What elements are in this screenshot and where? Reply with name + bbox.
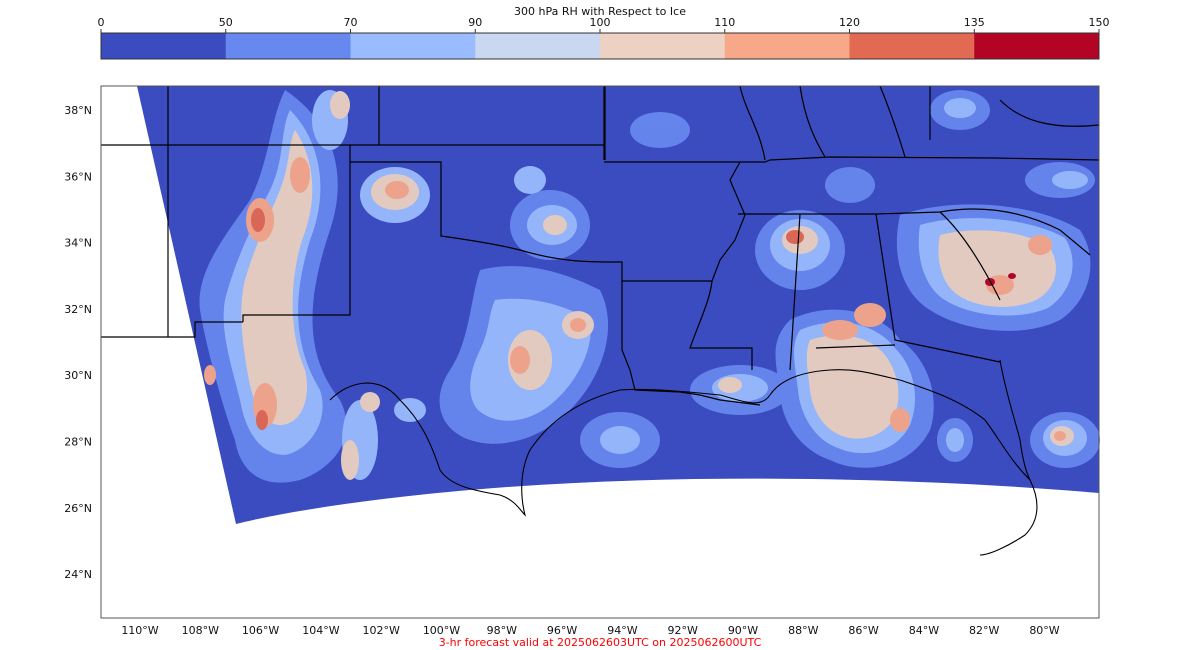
- longitude-label: 82°W: [969, 624, 999, 637]
- longitude-label: 94°W: [607, 624, 637, 637]
- longitude-label: 104°W: [302, 624, 339, 637]
- longitude-label: 88°W: [788, 624, 818, 637]
- colorbar-title: 300 hPa RH with Respect to Ice: [514, 5, 686, 18]
- longitude-label: 86°W: [848, 624, 878, 637]
- state-borders: [101, 85, 1100, 406]
- colorbar-tick-label: 135: [964, 16, 985, 29]
- longitude-label: 100°W: [423, 624, 460, 637]
- longitude-label: 102°W: [363, 624, 400, 637]
- colorbar-tick-label: 0: [98, 16, 105, 29]
- longitude-labels: 110°W 108°W 106°W 104°W 102°W 100°W 98°W 96°W 94…: [121, 624, 1059, 637]
- longitude-label: 96°W: [547, 624, 577, 637]
- latitude-label: 34°N: [64, 237, 92, 250]
- forecast-footer: 3-hr forecast valid at 2025062603UTC on …: [438, 636, 762, 649]
- latitude-label: 38°N: [64, 104, 92, 117]
- colorbar-tick-label: 150: [1089, 16, 1110, 29]
- latitude-label: 30°N: [64, 369, 92, 382]
- colorbar-tick-label: 110: [714, 16, 735, 29]
- coastline: [329, 359, 1038, 556]
- colorbar-tick-label: 70: [344, 16, 358, 29]
- latitude-labels: 38°N 36°N 34°N 32°N 30°N 28°N 26°N 24°N: [64, 104, 92, 581]
- latitude-label: 28°N: [64, 436, 92, 449]
- longitude-label: 108°W: [182, 624, 219, 637]
- longitude-label: 90°W: [728, 624, 758, 637]
- colorbar-tick-label: 50: [219, 16, 233, 29]
- latitude-label: 36°N: [64, 170, 92, 183]
- latitude-label: 26°N: [64, 502, 92, 515]
- rh-contours: [199, 90, 1100, 483]
- colorbar-tick-label: 100: [590, 16, 611, 29]
- colorbar-swatch: [849, 33, 975, 59]
- colorbar-tick-label: 120: [839, 16, 860, 29]
- colorbar: 0 50 70 90 100 110 120 135 150: [98, 16, 1110, 60]
- colorbar-swatch: [225, 33, 351, 59]
- colorbar-swatch: [475, 33, 601, 59]
- colorbar-swatch: [974, 33, 1100, 59]
- longitude-label: 106°W: [242, 624, 279, 637]
- colorbar-swatch: [101, 33, 227, 59]
- longitude-label: 80°W: [1029, 624, 1059, 637]
- longitude-label: 92°W: [668, 624, 698, 637]
- longitude-label: 110°W: [121, 624, 158, 637]
- longitude-label: 98°W: [487, 624, 517, 637]
- latitude-label: 24°N: [64, 568, 92, 581]
- colorbar-swatch: [600, 33, 726, 59]
- latitude-label: 32°N: [64, 303, 92, 316]
- longitude-label: 84°W: [909, 624, 939, 637]
- colorbar-swatch: [724, 33, 850, 59]
- colorbar-swatch: [350, 33, 476, 59]
- colorbar-tick-label: 90: [468, 16, 482, 29]
